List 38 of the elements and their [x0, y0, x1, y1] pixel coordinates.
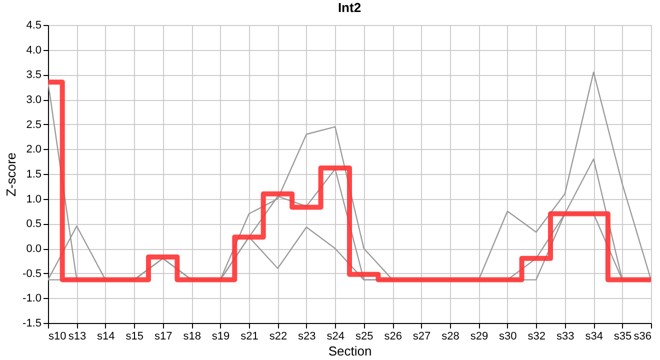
- y-tick-label: 0.5: [26, 218, 42, 230]
- x-tick-label: s17: [154, 330, 172, 342]
- y-tick-label: 3.5: [26, 69, 42, 82]
- y-tick-label: 4.0: [26, 44, 42, 56]
- x-tick-label: s26: [384, 330, 402, 342]
- y-tick-label: 2.5: [26, 118, 42, 131]
- x-tick-label: s13: [68, 330, 86, 342]
- x-tick-label: s10: [48, 330, 66, 342]
- y-axis-title: Z-score: [4, 152, 19, 197]
- x-tick-label: s28: [442, 330, 460, 342]
- x-tick-label: s27: [412, 330, 431, 342]
- x-tick-label: s34: [585, 330, 603, 342]
- y-tick-label: -1.0: [22, 292, 42, 305]
- y-tick-label: 3.0: [26, 94, 42, 106]
- x-tick-label: s30: [499, 330, 517, 342]
- y-tick-label: -0.5: [22, 268, 42, 280]
- chart-title: Int2: [338, 0, 362, 15]
- y-tick-label: -1.5: [22, 318, 42, 330]
- x-tick-label: s32: [528, 330, 546, 342]
- y-tick-label: 2.0: [26, 144, 42, 156]
- x-tick-label: s24: [326, 330, 345, 342]
- x-tick-label: s25: [355, 330, 374, 342]
- x-tick-label: s14: [97, 330, 115, 342]
- x-tick-label: s19: [212, 330, 230, 342]
- x-tick-label: s36: [634, 330, 652, 342]
- y-tick-label: 0.0: [26, 243, 42, 255]
- x-tick-label: s22: [269, 330, 288, 342]
- x-tick-label: s29: [470, 330, 488, 342]
- x-axis-title: Section: [328, 344, 372, 358]
- x-tick-label: s21: [240, 330, 258, 342]
- x-tick-label: s15: [126, 330, 144, 342]
- x-tick-label: s35: [614, 330, 632, 342]
- x-tick-label: s33: [556, 330, 574, 342]
- y-tick-label: 1.5: [26, 168, 42, 180]
- y-tick-label: 1.0: [26, 193, 42, 206]
- x-tick-label: s23: [298, 330, 316, 342]
- y-tick-label: 4.5: [26, 20, 42, 32]
- x-tick-label: s18: [183, 330, 201, 342]
